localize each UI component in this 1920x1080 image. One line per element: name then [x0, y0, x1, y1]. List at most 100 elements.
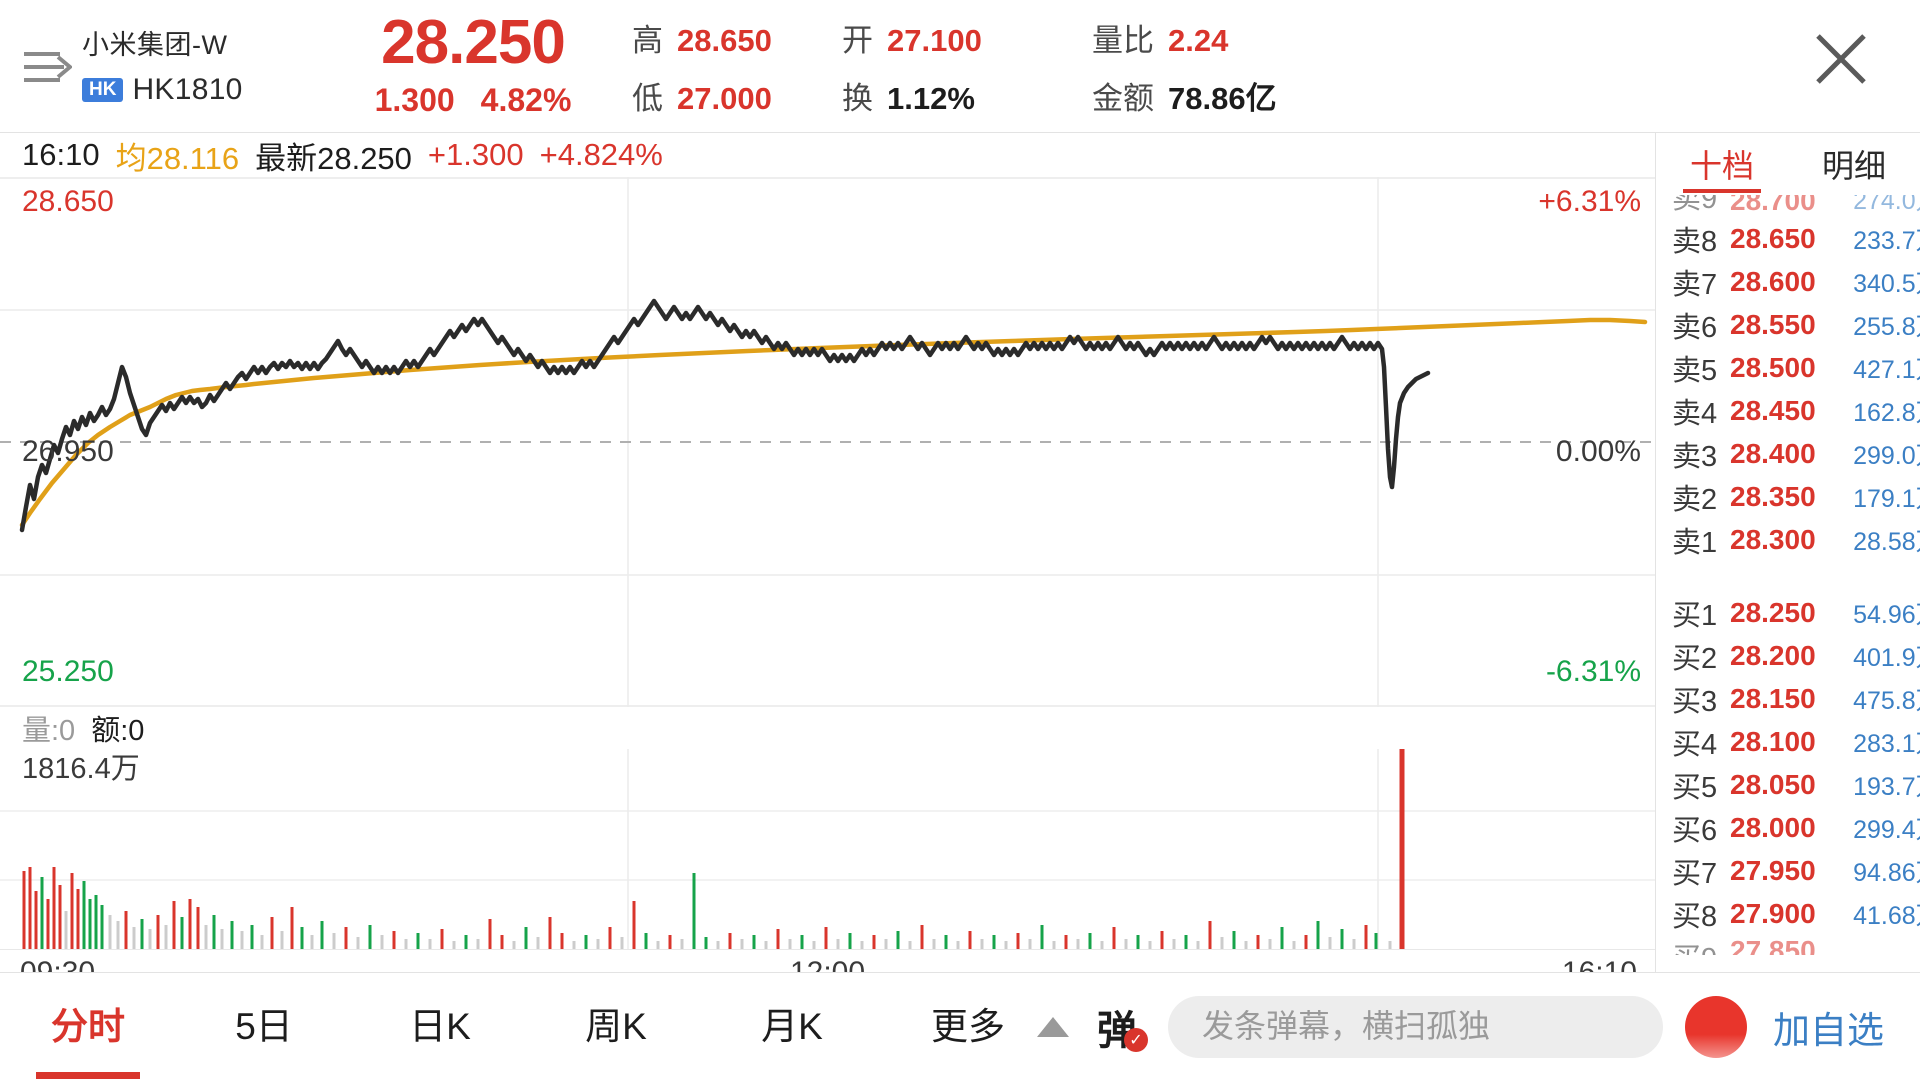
order-book-row-bid5[interactable]: 买5 28.050 193.7万 [1656, 763, 1920, 806]
bid4-level: 买4 [1672, 728, 1718, 761]
chart-change-abs: +1.300 [427, 137, 524, 172]
order-book-row-bid8[interactable]: 买8 27.900 41.68万 [1656, 892, 1920, 935]
add-favorite-button[interactable]: 加自选 [1773, 1009, 1884, 1051]
stat-low: 低 27.000 [632, 73, 842, 118]
chart-time: 16:10 [22, 137, 100, 172]
ask6-qty: 255.8万 [1853, 312, 1920, 341]
change-absolute: 1.300 [374, 81, 455, 118]
bid2-level: 买2 [1672, 642, 1718, 675]
stock-code: HK1810 [132, 72, 243, 106]
tab-weekly-k[interactable]: 周K [585, 1006, 647, 1047]
ask5-level: 卖5 [1672, 354, 1718, 387]
stock-name: 小米集团-W [82, 30, 228, 61]
bid9-level: 买9 [1672, 935, 1730, 955]
ask1-level: 卖1 [1672, 526, 1718, 559]
bid1-level: 买1 [1672, 599, 1718, 632]
tab-intraday[interactable]: 分时 [0, 1008, 176, 1045]
stat-turnover-label: 换 [842, 80, 873, 116]
ask7-price: 28.600 [1730, 265, 1816, 297]
stat-amount: 金额 78.86亿 [1092, 73, 1352, 118]
ask4-price: 28.450 [1730, 394, 1816, 426]
order-book-row-ask8[interactable]: 卖8 28.650 233.7万 [1656, 217, 1920, 260]
ask8-price: 28.650 [1730, 222, 1816, 254]
volume-chart-svg [0, 749, 1655, 949]
volume-label: 量:0 [22, 715, 76, 747]
order-book-row-ask1[interactable]: 卖1 28.300 28.58万 [1656, 518, 1920, 561]
record-button-icon[interactable] [1685, 995, 1747, 1058]
order-book-row-ask2[interactable]: 卖2 28.350 179.1万 [1656, 475, 1920, 518]
danmu-icon[interactable]: 弹 ✓ [1082, 998, 1152, 1056]
price-line-chart[interactable]: 28.650 26.950 25.250 +6.31% 0.00% -6.31% [0, 177, 1655, 707]
stat-volratio-value: 2.24 [1168, 22, 1229, 58]
menu-arrow-icon[interactable] [10, 43, 82, 89]
tab-detail[interactable]: 明细 [1821, 148, 1886, 184]
stat-open-label: 开 [842, 22, 873, 58]
bid2-qty: 401.9万 [1853, 643, 1920, 672]
bid4-qty: 283.1万 [1853, 729, 1920, 758]
change-row: 1.300 4.82% [332, 82, 614, 119]
caret-up-icon[interactable] [1036, 1014, 1070, 1040]
tab-five-day[interactable]: 5日 [235, 1006, 293, 1047]
ask1-price: 28.300 [1730, 523, 1816, 555]
stat-column-open-turnover: 开 27.100 换 1.12% [842, 15, 1092, 118]
ask3-level: 卖3 [1672, 440, 1718, 473]
stat-column-volratio-amount: 量比 2.24 金额 78.86亿 [1092, 15, 1352, 118]
order-book-row-bid3[interactable]: 买3 28.150 475.8万 [1656, 677, 1920, 720]
ask1-qty: 28.58万 [1853, 527, 1920, 556]
ask5-qty: 427.1万 [1853, 355, 1920, 384]
ask7-qty: 340.5万 [1853, 269, 1920, 298]
order-book-row-bid1[interactable]: 买1 28.250 54.96万 [1656, 591, 1920, 634]
order-book-row-ask6[interactable]: 卖6 28.550 255.8万 [1656, 303, 1920, 346]
body-area: 16:10 均28.116 最新28.250 +1.300 +4.824% [0, 132, 1920, 989]
order-book-row-bid7[interactable]: 买7 27.950 94.86万 [1656, 849, 1920, 892]
order-book-row-ask7[interactable]: 卖7 28.600 340.5万 [1656, 260, 1920, 303]
bid8-level: 买8 [1672, 900, 1718, 933]
order-book-tabs: 十档 明细 [1656, 133, 1920, 195]
tab-more[interactable]: 更多 [931, 1006, 1005, 1047]
stat-turnover-rate: 换 1.12% [842, 73, 1092, 118]
tab-ten-levels[interactable]: 十档 [1656, 133, 1788, 195]
bid7-price: 27.950 [1730, 854, 1816, 886]
tab-monthly-k[interactable]: 月K [761, 1006, 823, 1047]
stat-open: 开 27.100 [842, 15, 1092, 60]
volume-header: 量:0 额:0 [0, 707, 1655, 749]
danmu-input[interactable] [1168, 995, 1663, 1058]
order-book-row-ask9[interactable]: 卖9 28.700 274.0万 [1656, 195, 1920, 217]
bid6-price: 28.000 [1730, 811, 1816, 843]
stat-column-high-low: 高 28.650 低 27.000 [632, 15, 842, 118]
bid5-price: 28.050 [1730, 768, 1816, 800]
volume-bars [22, 749, 1405, 949]
chart-period-tabs: 分时 5日 日K 周K 月K 更多 [0, 1008, 1056, 1045]
market-badge: HK [82, 77, 124, 102]
tab-daily-k[interactable]: 日K [409, 1006, 471, 1047]
stat-high: 高 28.650 [632, 15, 842, 60]
order-book-row-bid9[interactable]: 买9 27.850 [1656, 935, 1920, 955]
stat-high-value: 28.650 [677, 22, 772, 58]
bid4-price: 28.100 [1730, 725, 1816, 757]
order-book-row-ask4[interactable]: 卖4 28.450 162.8万 [1656, 389, 1920, 432]
bid7-level: 买7 [1672, 857, 1718, 890]
ask9-price: 28.700 [1730, 195, 1816, 216]
volume-bar-chart[interactable]: 1816.4万 [0, 749, 1655, 949]
stat-volume-ratio: 量比 2.24 [1092, 15, 1352, 60]
order-book-pane: 十档 明细 卖9 28.700 274.0万 卖8 28.650 233.7万 … [1655, 132, 1920, 972]
order-book-row-ask3[interactable]: 卖3 28.400 299.0万 [1656, 432, 1920, 475]
order-book-row-bid4[interactable]: 买4 28.100 283.1万 [1656, 720, 1920, 763]
bid6-level: 买6 [1672, 814, 1718, 847]
order-book-row-bid2[interactable]: 买2 28.200 401.9万 [1656, 634, 1920, 677]
order-book-list[interactable]: 卖9 28.700 274.0万 卖8 28.650 233.7万 卖7 28.… [1656, 195, 1920, 955]
stat-amount-label: 金额 [1092, 80, 1154, 116]
ask5-price: 28.500 [1730, 351, 1816, 383]
close-icon[interactable] [1808, 26, 1874, 92]
bid8-qty: 41.68万 [1853, 901, 1920, 930]
bid1-qty: 54.96万 [1853, 600, 1920, 629]
order-book-row-ask5[interactable]: 卖5 28.500 427.1万 [1656, 346, 1920, 389]
ask6-price: 28.550 [1730, 308, 1816, 340]
chart-average: 均28.116 [115, 140, 240, 176]
ask4-qty: 162.8万 [1853, 398, 1920, 427]
chart-pane: 16:10 均28.116 最新28.250 +1.300 +4.824% [0, 132, 1655, 989]
order-book-row-bid6[interactable]: 买6 28.000 299.4万 [1656, 806, 1920, 849]
chart-latest: 最新28.250 [255, 140, 412, 176]
ask9-qty: 274.0万 [1853, 195, 1920, 215]
